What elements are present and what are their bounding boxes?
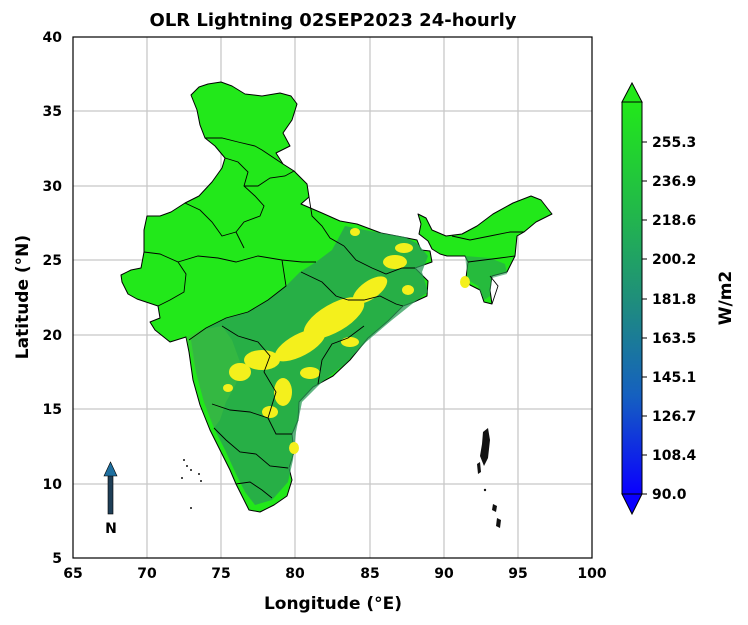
y-axis-label: Latitude (°N) bbox=[13, 235, 33, 359]
lightning-cluster bbox=[274, 328, 326, 362]
x-tick-label: 90 bbox=[434, 566, 454, 582]
andaman-islands bbox=[480, 428, 490, 466]
lightning-cluster bbox=[229, 363, 251, 381]
y-tick-label: 15 bbox=[43, 402, 62, 418]
lightning-cluster bbox=[352, 276, 388, 304]
lakshadweep-islet bbox=[186, 465, 188, 467]
lightning-cluster bbox=[350, 228, 360, 236]
colorbar-body bbox=[621, 101, 643, 495]
y-tick-label: 35 bbox=[43, 104, 62, 120]
x-axis-label: Longitude (°E) bbox=[264, 594, 402, 614]
lightning-cluster bbox=[460, 276, 470, 288]
colorbar-tick-label: 126.7 bbox=[652, 409, 696, 425]
north-arrow-shaft bbox=[107, 473, 114, 515]
lightning-cluster bbox=[244, 350, 280, 370]
lightning-clusters bbox=[223, 228, 470, 454]
x-tick-label: 75 bbox=[211, 566, 230, 582]
y-tick-label: 40 bbox=[43, 30, 63, 46]
great-nicobar bbox=[496, 518, 501, 528]
lakshadweep-islands bbox=[181, 459, 202, 509]
map-layer bbox=[120, 81, 553, 528]
lightning-cluster bbox=[300, 367, 320, 379]
nicobar-islet bbox=[483, 488, 487, 492]
x-tick-label: 95 bbox=[508, 566, 527, 582]
little-andaman bbox=[477, 462, 481, 474]
colorbar-label: W/m2 bbox=[716, 271, 736, 326]
x-tick-label: 70 bbox=[137, 566, 157, 582]
colorbar-tick-label: 200.2 bbox=[652, 252, 696, 268]
colorbar-tick-label: 218.6 bbox=[652, 213, 696, 229]
lightning-cluster bbox=[395, 243, 413, 253]
map-title: OLR Lightning 02SEP2023 24-hourly bbox=[150, 10, 517, 31]
x-tick-label: 80 bbox=[285, 566, 305, 582]
colorbar-tick-label: 181.8 bbox=[652, 292, 696, 308]
lightning-cluster bbox=[223, 384, 233, 392]
colorbar-tick-label: 145.1 bbox=[652, 370, 696, 386]
colorbar-extend-min bbox=[621, 493, 643, 516]
y-tick-label: 25 bbox=[43, 253, 62, 269]
lightning-cluster bbox=[402, 285, 414, 295]
colorbar-tick-label: 90.0 bbox=[652, 487, 687, 503]
colorbar-tick-label: 236.9 bbox=[652, 174, 696, 190]
plot-frame bbox=[72, 36, 593, 559]
y-tick-labels: 5 10 15 20 25 30 35 40 bbox=[43, 30, 63, 567]
y-tick-label: 10 bbox=[43, 477, 63, 493]
northeast-low-olr bbox=[465, 256, 507, 300]
state-borders bbox=[143, 137, 524, 499]
y-tick-label: 20 bbox=[43, 328, 63, 344]
lakshadweep-islet bbox=[181, 477, 183, 479]
north-arrow: N bbox=[103, 461, 118, 537]
x-tick-label: 100 bbox=[577, 566, 606, 582]
lakshadweep-islet bbox=[183, 459, 185, 461]
north-arrow-label: N bbox=[105, 521, 117, 537]
lightning-cluster bbox=[274, 378, 292, 406]
lakshadweep-islet bbox=[190, 507, 192, 509]
lightning-cluster bbox=[289, 442, 299, 454]
north-arrow-head bbox=[103, 461, 118, 477]
lightning-cluster bbox=[383, 255, 407, 269]
x-tick-label: 65 bbox=[63, 566, 82, 582]
car-nicobar bbox=[492, 504, 497, 512]
lakshadweep-islet bbox=[190, 469, 192, 471]
andaman-nicobar-islands bbox=[477, 428, 501, 528]
lakshadweep-islet bbox=[198, 473, 200, 475]
lightning-cluster bbox=[303, 297, 365, 339]
mid-olr-region bbox=[186, 326, 240, 428]
x-tick-labels: 65 70 75 80 85 90 95 100 bbox=[63, 566, 607, 582]
lakshadweep-islet bbox=[200, 480, 202, 482]
colorbar-tick-label: 108.4 bbox=[652, 448, 697, 464]
x-tick-label: 85 bbox=[360, 566, 379, 582]
colorbar-tick-label: 163.5 bbox=[652, 331, 696, 347]
lightning-cluster bbox=[341, 337, 359, 347]
colorbar-tick-label: 255.3 bbox=[652, 135, 696, 151]
colorbar-extend-max bbox=[621, 81, 643, 103]
colorbar: 90.0 108.4 126.7 145.1 163.5 181.8 200.2… bbox=[621, 81, 736, 516]
y-tick-label: 5 bbox=[52, 551, 62, 567]
y-tick-label: 30 bbox=[43, 179, 63, 195]
